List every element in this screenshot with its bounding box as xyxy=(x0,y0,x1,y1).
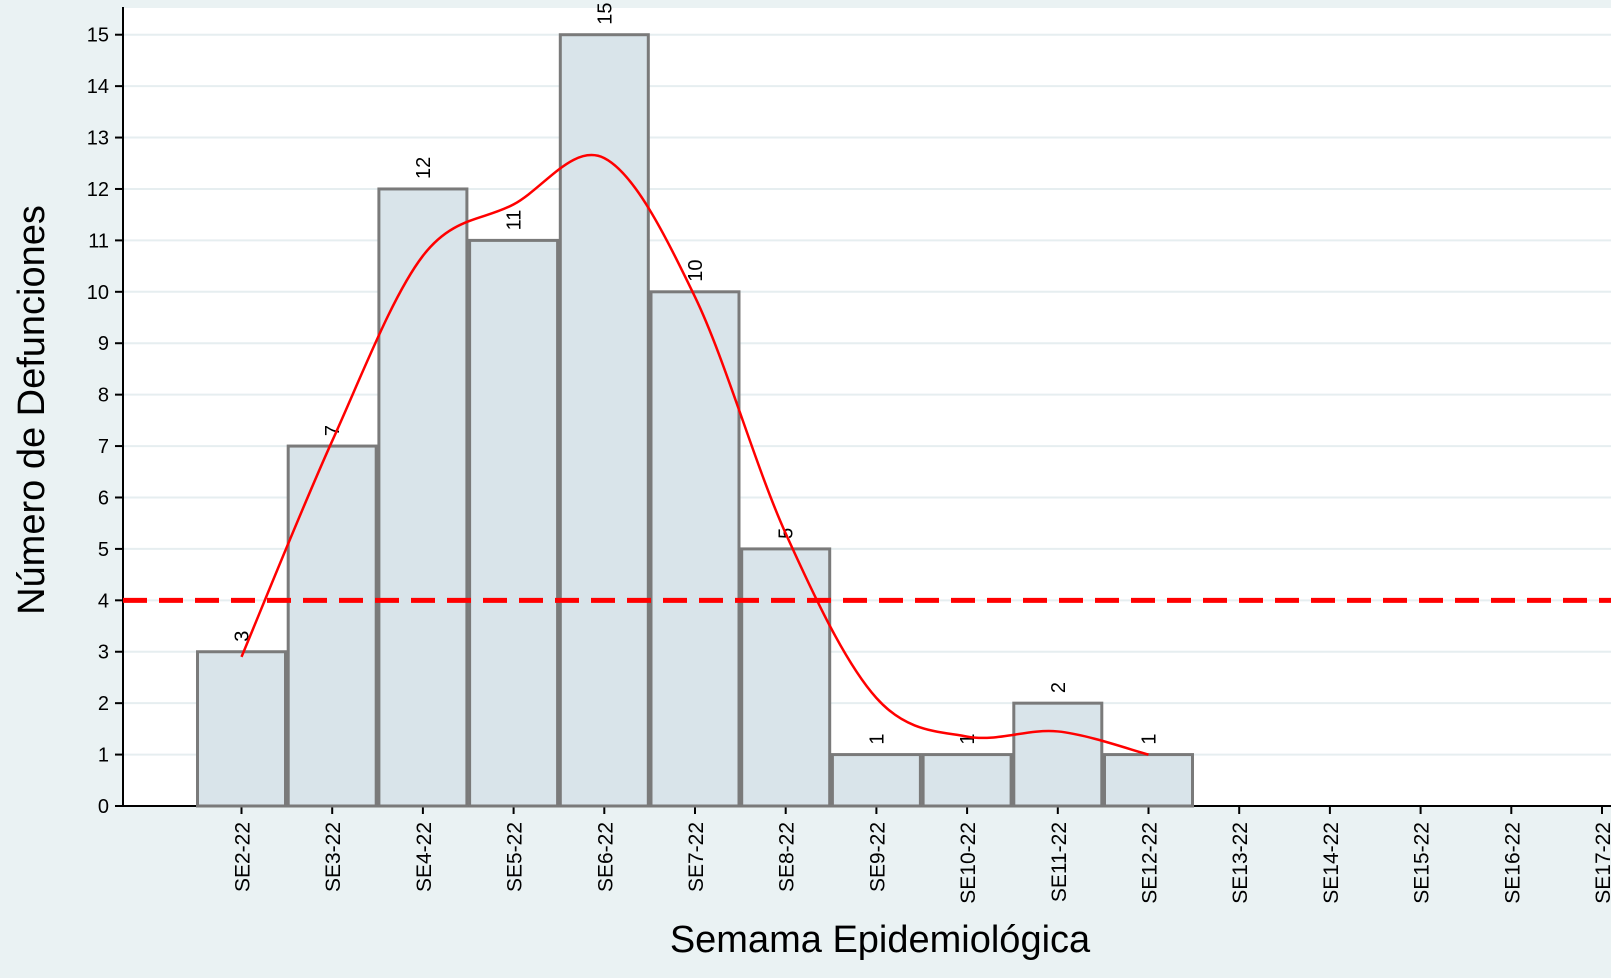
y-tick-label: 5 xyxy=(98,539,109,561)
value-label: 1 xyxy=(957,733,979,744)
bar xyxy=(1103,753,1194,808)
x-tick-label: SE13-22 xyxy=(1229,822,1252,904)
bar xyxy=(286,444,378,808)
y-tick-label: 2 xyxy=(98,693,109,715)
value-label: 7 xyxy=(322,425,344,436)
x-tick-label: SE7-22 xyxy=(685,822,708,892)
bar xyxy=(740,547,832,808)
y-tick-label: 4 xyxy=(98,590,109,612)
x-tick-label: SE10-22 xyxy=(957,822,980,904)
y-tick-label: 14 xyxy=(87,76,109,98)
y-tick-label: 0 xyxy=(98,796,109,818)
bar xyxy=(558,33,650,808)
y-tick-label: 10 xyxy=(87,282,109,304)
trend-line xyxy=(240,153,1149,756)
y-tick-label: 1 xyxy=(98,745,109,767)
y-tick-label: 8 xyxy=(98,385,109,407)
y-axis-title: Número de Defunciones xyxy=(11,205,53,615)
bar xyxy=(468,238,560,808)
y-tick-label: 7 xyxy=(98,436,109,458)
value-label: 3 xyxy=(232,631,254,642)
value-label: 1 xyxy=(866,733,888,744)
value-label: 10 xyxy=(685,260,707,282)
bar xyxy=(377,187,469,808)
value-label: 1 xyxy=(1139,733,1161,744)
bar xyxy=(921,753,1013,808)
x-tick-label: SE11-22 xyxy=(1048,822,1071,902)
x-tick-label: SE17-22 xyxy=(1592,822,1611,904)
x-axis-title: Semama Epidemiológica xyxy=(670,919,1091,961)
bar xyxy=(1012,701,1104,808)
x-tick-label: SE3-22 xyxy=(322,822,345,892)
x-tick-label: SE9-22 xyxy=(866,822,889,892)
x-tick-label: SE2-22 xyxy=(232,822,255,892)
x-tick-label: SE4-22 xyxy=(413,822,436,892)
bar xyxy=(196,650,287,808)
y-tick-label: 15 xyxy=(87,25,109,47)
y-tick-label: 3 xyxy=(98,642,109,664)
value-label: 15 xyxy=(594,2,616,24)
x-tick-label: SE12-22 xyxy=(1139,822,1162,904)
y-tick-label: 11 xyxy=(88,230,109,252)
y-tick-label: 13 xyxy=(87,128,109,150)
x-tick-label: SE6-22 xyxy=(594,822,617,892)
x-tick-label: SE14-22 xyxy=(1320,822,1343,904)
value-label: 2 xyxy=(1048,682,1070,693)
x-tick-label: SE5-22 xyxy=(504,822,527,892)
x-tick-label: SE8-22 xyxy=(776,822,799,892)
y-tick-label: 6 xyxy=(98,487,109,509)
value-label: 12 xyxy=(413,157,435,179)
bar xyxy=(649,290,741,808)
y-tick-label: 9 xyxy=(98,333,109,355)
x-tick-label: SE16-22 xyxy=(1501,822,1524,904)
bar xyxy=(830,753,922,808)
x-tick-label: SE15-22 xyxy=(1411,822,1434,904)
value-label: 11 xyxy=(504,210,526,231)
y-tick-label: 12 xyxy=(87,179,109,201)
